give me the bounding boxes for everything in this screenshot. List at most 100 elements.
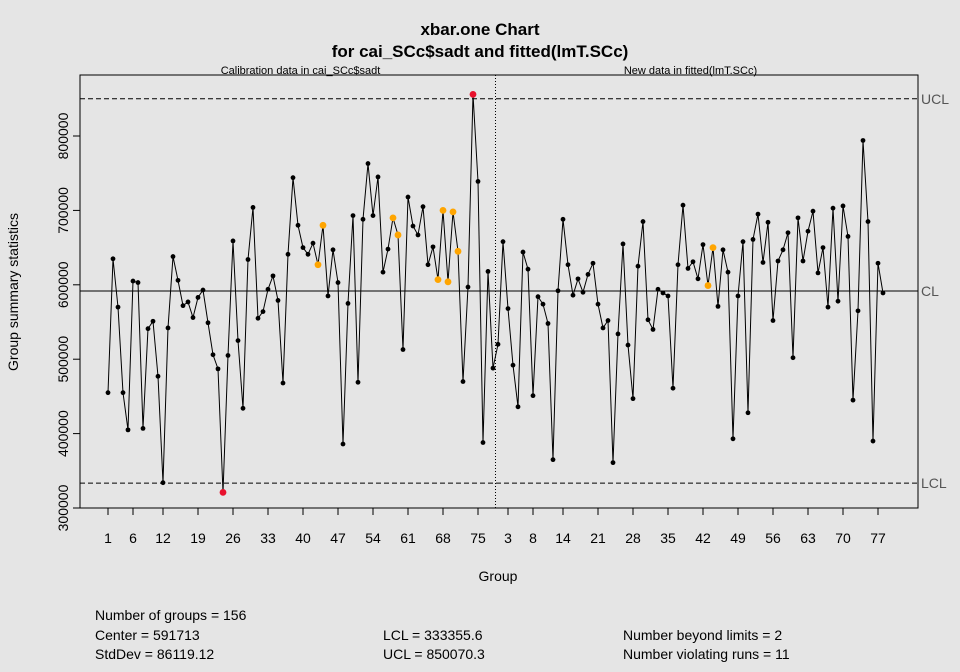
data-point [760,260,766,265]
series-connector [492,344,499,369]
data-point [375,174,381,180]
x-tick-label: 33 [260,530,276,546]
data-point [709,244,717,252]
data-point [520,249,526,255]
data-point [235,338,241,344]
x-tick-label: 54 [365,530,381,546]
data-point [335,280,341,285]
data-point [125,427,131,433]
x-tick-label: 75 [470,530,486,546]
data-point [385,246,391,252]
data-point [610,460,616,466]
data-point [780,247,786,253]
data-point [555,288,561,294]
data-point [585,271,591,277]
data-line [107,94,494,493]
x-tick-label: 77 [870,530,886,546]
data-point [180,303,186,309]
x-tick-label: 28 [625,530,641,546]
x-tick-label: 42 [695,530,711,546]
data-point [605,318,611,323]
data-point [655,286,661,292]
data-point [490,365,496,371]
data-point [380,269,386,275]
data-point [150,318,156,324]
data-line [497,140,884,463]
data-point [704,282,712,289]
data-point [140,425,146,431]
section-label: New data in fitted(lmT.SCc) [624,65,757,77]
x-tick-label: 63 [800,530,816,546]
data-point [215,366,221,372]
data-point [770,318,776,323]
data-point [860,138,866,143]
data-point [219,488,227,496]
data-point [755,211,761,217]
data-point [495,341,501,347]
data-point [295,222,301,228]
y-tick-label: 600000 [55,261,71,308]
data-point [120,390,126,396]
data-point [205,320,211,326]
data-point [840,203,846,209]
data-point [565,262,571,268]
data-point [720,247,726,253]
data-point [475,178,481,184]
x-tick-label: 19 [190,530,206,546]
data-point [845,234,851,239]
data-point [280,380,286,386]
data-point [105,390,111,396]
data-point [880,290,886,296]
x-tick-label: 6 [129,530,137,546]
data-point [300,245,306,251]
y-tick-label: 500000 [55,336,71,383]
data-point [310,240,316,246]
data-point [670,385,676,391]
y-tick-label: 400000 [55,410,71,457]
data-point [815,270,821,276]
data-point [260,309,266,314]
data-point [820,245,826,251]
x-tick-label: 21 [590,530,606,546]
summary-text: StdDev = 86119.12 [95,646,214,662]
x-tick-label: 49 [730,530,746,546]
data-point [405,194,411,200]
data-point [135,280,141,285]
data-point [725,269,731,275]
y-tick-label: 700000 [55,187,71,234]
data-point [510,362,516,368]
data-point [460,379,466,384]
summary-text: Number of groups = 156 [95,607,247,623]
limit-label: LCL [921,475,947,491]
data-point [425,262,431,268]
data-point [439,207,447,214]
data-point [185,299,191,305]
data-point [485,269,491,274]
data-point [830,205,836,211]
data-point [115,304,121,310]
chart-subtitle: for cai_SCc$sadt and fitted(lmT.SCc) [332,42,629,61]
data-point [225,353,231,358]
data-point [660,290,666,296]
data-point [680,202,686,208]
data-point [130,278,136,284]
x-tick-label: 56 [765,530,781,546]
data-point [210,352,216,358]
data-point [595,301,601,307]
data-point [625,342,631,348]
data-point [715,303,721,309]
data-point [615,331,621,337]
data-point [560,216,566,222]
data-point [110,256,116,262]
data-point [255,315,261,321]
x-tick-label: 47 [330,530,346,546]
data-point [855,308,861,314]
data-point [835,298,841,304]
section-label: Calibration data in cai_SCc$sadt [221,65,381,77]
x-tick-label: 61 [400,530,416,546]
data-point [865,219,871,224]
data-point [200,287,206,293]
data-point [250,205,256,210]
data-point [620,241,626,247]
